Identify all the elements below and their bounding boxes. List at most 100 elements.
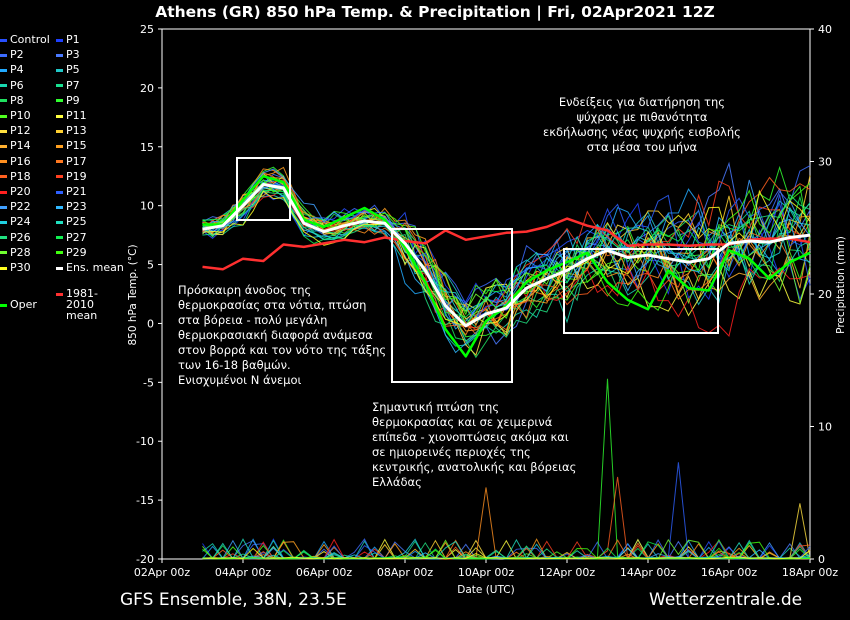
legend-swatch <box>56 205 63 209</box>
model-info: GFS Ensemble, 38N, 23.5E <box>120 590 347 610</box>
legend-swatch <box>56 144 63 148</box>
legend-item: P20 <box>0 186 31 198</box>
legend-swatch <box>0 129 7 133</box>
member-line <box>202 165 811 338</box>
x-tick-label: 06Apr 00z <box>296 566 353 579</box>
y-right-tick-label: 30 <box>818 156 832 169</box>
annotation-line: Ενδείξεις για διατήρηση της <box>558 95 726 109</box>
legend-item: P9 <box>56 94 80 107</box>
legend-swatch <box>56 266 63 270</box>
annotation-line: Πρόσκαιρη άνοδος της <box>178 283 312 297</box>
y-tick-label: 15 <box>140 141 154 154</box>
legend-swatch <box>56 292 63 296</box>
y-tick-label: 10 <box>140 200 154 213</box>
y-right-axis-label: Precipitation (mm) <box>835 236 847 334</box>
legend-item: Oper <box>0 299 37 311</box>
annotation-line: θερμοκρασίας και σε χειμερινά <box>372 415 553 429</box>
y-tick-label: 5 <box>147 259 154 272</box>
legend-label: P28 <box>10 245 31 259</box>
legend-swatch <box>56 114 63 118</box>
legend-label: P27 <box>66 230 87 244</box>
member-line <box>202 177 811 313</box>
legend-item: P19 <box>56 169 87 183</box>
legend-swatch <box>0 114 7 118</box>
legend-swatch <box>0 84 7 88</box>
x-tick-label: 16Apr 00z <box>701 566 758 579</box>
member-line <box>202 189 811 318</box>
legend-item: 1981-2010 mean <box>56 288 124 321</box>
annotation-line: κεντρικής, ανατολικής και βόρειας <box>372 460 577 474</box>
legend-item: P25 <box>56 216 87 228</box>
legend-label: P3 <box>66 48 80 62</box>
legend-swatch <box>0 303 7 307</box>
legend-item: P29 <box>56 246 87 259</box>
annotation-line: στον βορρά και τον νότο της τάξης <box>178 343 387 357</box>
legend-label: P16 <box>10 154 31 168</box>
legend-swatch <box>0 38 7 42</box>
y-tick-label: 25 <box>140 23 154 36</box>
legend-swatch <box>56 99 63 103</box>
legend-swatch <box>0 160 7 164</box>
legend-swatch <box>0 175 7 179</box>
legend-item: P3 <box>56 49 80 61</box>
legend-swatch <box>56 84 63 88</box>
legend-label: P30 <box>10 261 31 274</box>
legend-item: P14 <box>0 140 31 152</box>
legend-item: P15 <box>56 140 87 152</box>
climate-mean-line <box>202 217 811 271</box>
legend-label: P10 <box>10 109 31 122</box>
legend-item: P4 <box>0 64 24 76</box>
legend-label: P19 <box>66 169 87 183</box>
legend-swatch <box>0 68 7 72</box>
legend-swatch <box>56 190 63 194</box>
legend-swatch <box>56 220 63 224</box>
annotation-line: θερμοκρασίας στα νότια, πτώση <box>178 298 367 312</box>
legend-label: P20 <box>10 185 31 198</box>
y-tick-label: 20 <box>140 82 154 95</box>
legend-item: P26 <box>0 231 31 244</box>
legend-label: P5 <box>66 63 80 77</box>
x-axis-label: Date (UTC) <box>457 584 514 596</box>
annotation-warm-surge: Πρόσκαιρη άνοδος της θερμοκρασίας στα νότ… <box>178 283 386 388</box>
y-tick-label: -5 <box>143 376 154 389</box>
x-tick-label: 08Apr 00z <box>377 566 434 579</box>
x-tick-label: 12Apr 00z <box>539 566 596 579</box>
legend-label: P7 <box>66 78 80 92</box>
annotation-line: εκδήλωσης νέας ψυχρής εισβολής <box>543 125 741 139</box>
legend-swatch <box>56 175 63 179</box>
ens-mean-line <box>202 183 811 328</box>
legend-swatch <box>56 236 63 240</box>
legend-label: P6 <box>10 78 24 92</box>
highlight-box <box>563 248 719 334</box>
legend-swatch <box>0 53 7 57</box>
legend-label: P23 <box>66 200 87 214</box>
annotation-line: Ελλάδας <box>372 475 422 489</box>
x-tick-label: 10Apr 00z <box>458 566 515 579</box>
highlight-box <box>236 157 291 221</box>
annotation-line: σε ημιορεινές περιοχές της <box>372 445 531 459</box>
x-tick-label: 14Apr 00z <box>620 566 677 579</box>
legend-swatch <box>0 236 7 240</box>
annotation-line: Ενισχυμένοι Ν άνεμοι <box>178 373 302 387</box>
legend-label: Control <box>10 33 50 46</box>
legend-item: P11 <box>56 110 87 122</box>
highlight-box <box>391 228 513 383</box>
legend-item: P17 <box>56 155 87 168</box>
legend-item: P13 <box>56 125 87 137</box>
legend-item: P5 <box>56 64 80 76</box>
annotation-line: θερμοκρασιακή διαφορά ανάμεσα <box>178 328 373 342</box>
y-right-tick-label: 20 <box>818 288 832 301</box>
legend-item: P18 <box>0 170 31 183</box>
legend-item: P30 <box>0 262 31 274</box>
legend-item: Control <box>0 34 50 46</box>
y-tick-label: 0 <box>147 317 154 330</box>
legend-swatch <box>0 266 7 270</box>
legend-swatch <box>0 99 7 103</box>
legend-label: P8 <box>10 93 24 107</box>
member-line <box>202 171 811 336</box>
legend-label: P22 <box>10 200 31 214</box>
legend-swatch <box>56 68 63 72</box>
legend-swatch <box>56 251 63 255</box>
legend-label: Ens. mean <box>66 261 124 274</box>
